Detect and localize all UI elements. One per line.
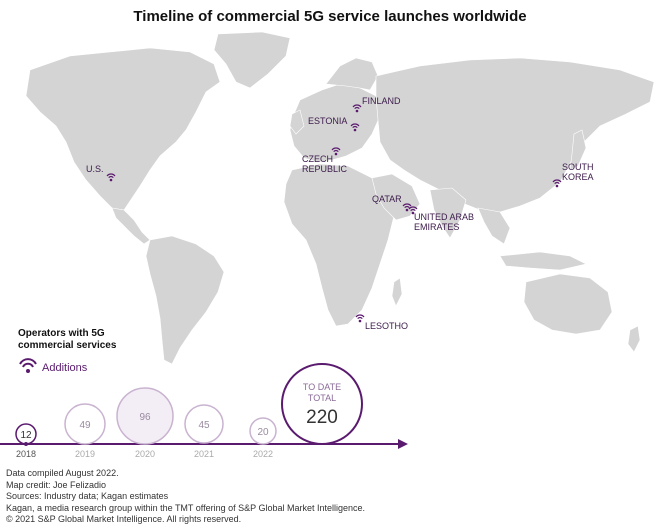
bubble-2022 xyxy=(249,417,277,445)
to-date-label-line2: TOTAL xyxy=(308,393,336,403)
year-2019: 2019 xyxy=(75,449,95,459)
timeline-arrowhead xyxy=(398,439,408,449)
footer-copyright: © 2021 S&P Global Market Intelligence. A… xyxy=(6,514,242,524)
label-uae-line2: EMIRATES xyxy=(414,222,460,232)
bubble-2020-value: 96 xyxy=(139,412,151,423)
scandinavia-shape xyxy=(325,57,379,91)
bubble-2022-value: 20 xyxy=(257,427,269,438)
greenland-shape xyxy=(213,31,291,89)
world-map xyxy=(25,31,655,365)
uk-shape xyxy=(289,109,305,135)
footer-map-credit: Map credit: Joe Felizadio xyxy=(6,479,107,490)
label-south-korea-line2: KOREA xyxy=(562,172,594,182)
bubble-2018-value: 12 xyxy=(20,430,32,441)
madagascar-shape xyxy=(391,277,403,307)
wifi-icon-czech-republic xyxy=(331,147,341,156)
legend-title-line1: Operators with 5G xyxy=(18,328,105,339)
label-finland: FINLAND xyxy=(362,96,401,106)
label-uae-line1: UNITED ARAB xyxy=(414,212,475,222)
wifi-icon-uae xyxy=(408,206,418,215)
bubble-2021 xyxy=(184,404,224,444)
footer-notes: Data compiled August 2022. Map credit: J… xyxy=(6,468,365,526)
label-south-korea: SOUTH KOREA xyxy=(562,162,594,182)
wifi-icon-lesotho xyxy=(355,314,365,323)
indonesia-shape xyxy=(499,251,587,271)
legend-title-line2: commercial services xyxy=(18,340,117,351)
asia-shape xyxy=(375,57,655,213)
wifi-icon-finland xyxy=(352,104,362,113)
bubble-2019 xyxy=(64,403,106,445)
label-estonia: ESTONIA xyxy=(308,116,348,126)
to-date-total-bubble xyxy=(281,363,363,445)
label-us: U.S. xyxy=(86,164,104,174)
tick-2018 xyxy=(24,442,28,446)
wifi-icon-estonia xyxy=(350,123,360,132)
north-america-shape xyxy=(25,47,221,211)
wifi-icon-qatar xyxy=(402,203,412,212)
footer-sources: Sources: Industry data; Kagan estimates xyxy=(6,491,169,501)
arabia-shape xyxy=(371,173,421,221)
year-2022: 2022 xyxy=(253,449,273,459)
label-czech-republic: CZECH REPUBLIC xyxy=(302,154,347,174)
japan-shape xyxy=(569,129,587,171)
legend-title: Operators with 5G commercial services xyxy=(18,328,116,352)
legend-additions-label: Additions xyxy=(42,362,88,374)
footer-kagan: Kagan, a media research group within the… xyxy=(6,502,366,513)
australia-shape xyxy=(523,273,613,335)
timeline: 12 2018 49 2019 96 2020 45 2021 20 2022 … xyxy=(0,363,408,459)
central-america-shape xyxy=(111,207,151,245)
new-zealand-shape xyxy=(627,325,641,353)
wifi-icon-legend xyxy=(19,358,37,373)
bubble-2019-value: 49 xyxy=(79,420,91,431)
label-czech-line1: CZECH xyxy=(302,154,333,164)
label-uae: UNITED ARAB EMIRATES xyxy=(414,212,474,232)
south-america-shape xyxy=(145,235,225,365)
label-south-korea-line1: SOUTH xyxy=(562,162,594,172)
label-qatar: QATAR xyxy=(372,194,402,204)
to-date-label-line1: TO DATE xyxy=(303,382,341,392)
label-czech-line2: REPUBLIC xyxy=(302,164,348,174)
footer-data-compiled: Data compiled August 2022. xyxy=(6,468,119,478)
year-2021: 2021 xyxy=(194,449,214,459)
label-lesotho: LESOTHO xyxy=(365,321,409,331)
year-2020: 2020 xyxy=(135,449,155,459)
wifi-icon-us xyxy=(106,173,116,182)
bubble-2021-value: 45 xyxy=(198,420,210,431)
wifi-icon-south-korea xyxy=(552,179,562,188)
bubble-2020 xyxy=(116,387,174,445)
india-shape xyxy=(429,187,467,239)
southeast-asia-shape xyxy=(477,207,511,245)
to-date-total-value: 220 xyxy=(306,407,338,428)
year-2018: 2018 xyxy=(16,449,36,459)
map-title: Timeline of commercial 5G service launch… xyxy=(133,8,527,25)
